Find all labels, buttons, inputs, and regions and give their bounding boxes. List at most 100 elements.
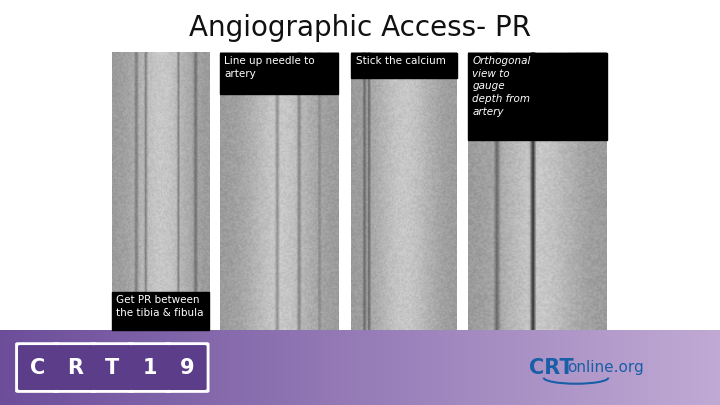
Bar: [225, 330, 228, 405]
Bar: [511, 330, 513, 405]
Bar: [286, 330, 288, 405]
Bar: [675, 330, 677, 405]
Text: Orthogonal
view to
gauge
depth from
artery: Orthogonal view to gauge depth from arte…: [472, 56, 531, 117]
FancyBboxPatch shape: [53, 342, 97, 393]
Bar: [221, 330, 223, 405]
Bar: [24, 330, 27, 405]
Bar: [295, 330, 297, 405]
Bar: [58, 330, 60, 405]
Bar: [540, 330, 542, 405]
FancyBboxPatch shape: [130, 345, 169, 390]
Bar: [63, 330, 65, 405]
Bar: [490, 330, 492, 405]
Bar: [329, 330, 331, 405]
Bar: [418, 330, 420, 405]
Bar: [180, 330, 182, 405]
Bar: [331, 330, 333, 405]
Bar: [413, 330, 415, 405]
Bar: [72, 330, 74, 405]
Bar: [662, 330, 665, 405]
Bar: [552, 330, 554, 405]
Text: Angiographic Access- PR: Angiographic Access- PR: [189, 14, 531, 42]
Bar: [41, 330, 43, 405]
Bar: [456, 330, 459, 405]
Bar: [269, 330, 271, 405]
Bar: [441, 330, 444, 405]
Bar: [454, 330, 456, 405]
Bar: [482, 330, 485, 405]
Bar: [607, 330, 610, 405]
Bar: [245, 330, 247, 405]
Text: 9: 9: [180, 358, 194, 377]
FancyBboxPatch shape: [165, 342, 210, 393]
Bar: [718, 330, 720, 405]
FancyBboxPatch shape: [15, 342, 60, 393]
Text: CRT: CRT: [529, 358, 574, 377]
Bar: [578, 330, 581, 405]
Bar: [396, 330, 398, 405]
Bar: [391, 330, 394, 405]
Bar: [617, 330, 619, 405]
Bar: [204, 330, 207, 405]
Bar: [547, 330, 549, 405]
Bar: [34, 330, 36, 405]
Bar: [432, 330, 434, 405]
Bar: [48, 330, 50, 405]
Bar: [466, 330, 468, 405]
Bar: [374, 330, 377, 405]
Bar: [612, 330, 614, 405]
Bar: [199, 330, 202, 405]
Bar: [274, 330, 276, 405]
FancyBboxPatch shape: [18, 345, 57, 390]
Bar: [408, 330, 410, 405]
Bar: [569, 330, 571, 405]
Bar: [461, 330, 463, 405]
Bar: [634, 330, 636, 405]
Bar: [477, 330, 480, 405]
Bar: [358, 330, 360, 405]
Bar: [420, 330, 423, 405]
Bar: [17, 330, 19, 405]
Bar: [698, 330, 701, 405]
Bar: [252, 330, 254, 405]
Bar: [636, 330, 639, 405]
Bar: [401, 330, 403, 405]
Bar: [439, 330, 441, 405]
Bar: [218, 330, 221, 405]
Bar: [338, 330, 341, 405]
Bar: [122, 330, 125, 405]
Bar: [403, 330, 405, 405]
Bar: [194, 330, 197, 405]
Bar: [178, 330, 180, 405]
Bar: [333, 330, 336, 405]
Bar: [19, 330, 22, 405]
Bar: [571, 330, 574, 405]
Bar: [149, 330, 151, 405]
Bar: [415, 330, 418, 405]
Bar: [497, 330, 499, 405]
Bar: [50, 330, 53, 405]
Bar: [576, 330, 578, 405]
Bar: [468, 330, 470, 405]
Bar: [459, 330, 461, 405]
Bar: [437, 330, 439, 405]
Bar: [691, 330, 693, 405]
Bar: [135, 330, 137, 405]
Bar: [297, 330, 300, 405]
Bar: [372, 330, 374, 405]
Bar: [410, 330, 413, 405]
Bar: [101, 330, 103, 405]
Bar: [603, 330, 605, 405]
Bar: [351, 53, 457, 78]
Bar: [197, 330, 199, 405]
Bar: [247, 330, 250, 405]
Text: Get PR between
the tibia & fibula: Get PR between the tibia & fibula: [116, 295, 204, 318]
Bar: [430, 330, 432, 405]
Bar: [99, 330, 101, 405]
Bar: [94, 330, 96, 405]
Bar: [53, 330, 55, 405]
Bar: [684, 330, 686, 405]
Bar: [257, 330, 259, 405]
Bar: [55, 330, 58, 405]
Bar: [502, 330, 504, 405]
